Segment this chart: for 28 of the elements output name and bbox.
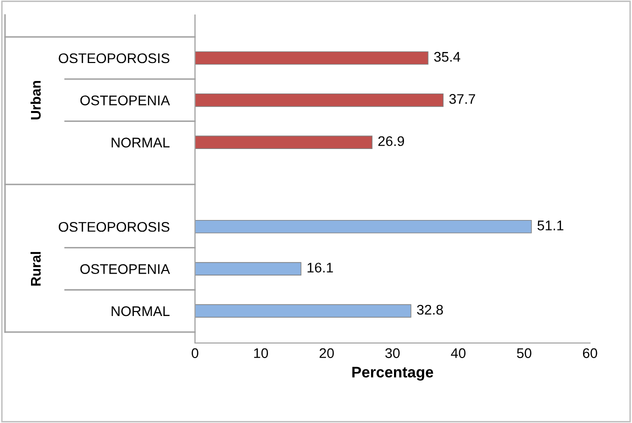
bar bbox=[195, 51, 428, 65]
y-tick-label: NORMAL bbox=[112, 306, 170, 316]
y-tick-label: OSTEOPOROSIS bbox=[58, 222, 170, 232]
x-tick-label: 60 bbox=[582, 348, 598, 358]
bar bbox=[195, 136, 372, 149]
data-label: 51.1 bbox=[538, 220, 564, 230]
x-tick-label: 0 bbox=[192, 348, 198, 358]
y-tick-label: NORMAL bbox=[112, 138, 170, 148]
data-label: 26.9 bbox=[378, 136, 404, 146]
x-tick-label: 30 bbox=[385, 348, 400, 358]
bar bbox=[195, 304, 412, 318]
bar bbox=[195, 220, 532, 234]
text: Rural bbox=[30, 252, 41, 286]
data-label: 16.1 bbox=[308, 262, 333, 273]
x-tick-label: 10 bbox=[254, 348, 268, 358]
data-label: 37.7 bbox=[449, 94, 476, 104]
text: Urban bbox=[30, 80, 41, 120]
x-tick-label: 40 bbox=[450, 348, 466, 358]
y-tick-label: OSTEOPOROSIS bbox=[58, 53, 170, 64]
x-tick-label: 20 bbox=[320, 348, 334, 358]
x-tick-label: 50 bbox=[517, 348, 532, 358]
bar bbox=[195, 93, 444, 107]
data-label: 32.8 bbox=[417, 304, 443, 315]
data-label: 35.4 bbox=[434, 52, 460, 62]
bar bbox=[195, 262, 302, 276]
y-tick-label: OSTEOPENIA bbox=[80, 264, 170, 274]
x-axis-title: Percentage bbox=[352, 366, 434, 381]
y-tick-label: OSTEOPENIA bbox=[80, 95, 170, 106]
